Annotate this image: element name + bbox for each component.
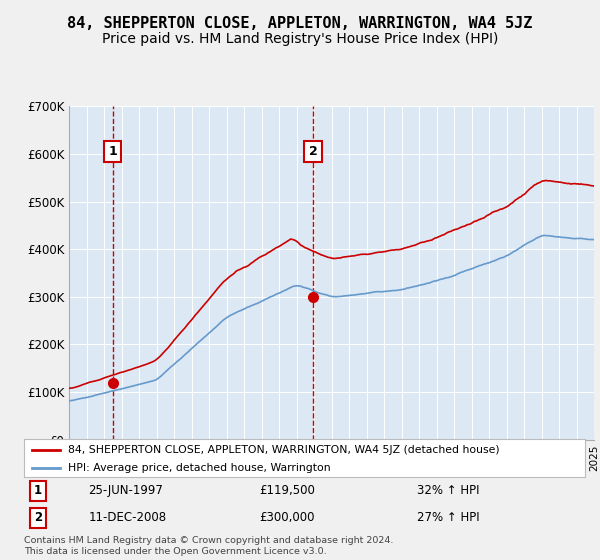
Text: 32% ↑ HPI: 32% ↑ HPI: [416, 484, 479, 497]
Text: 1: 1: [108, 145, 117, 158]
Text: 84, SHEPPERTON CLOSE, APPLETON, WARRINGTON, WA4 5JZ (detached house): 84, SHEPPERTON CLOSE, APPLETON, WARRINGT…: [68, 445, 499, 455]
Text: 84, SHEPPERTON CLOSE, APPLETON, WARRINGTON, WA4 5JZ: 84, SHEPPERTON CLOSE, APPLETON, WARRINGT…: [67, 16, 533, 31]
Text: Price paid vs. HM Land Registry's House Price Index (HPI): Price paid vs. HM Land Registry's House …: [102, 32, 498, 46]
Text: 1: 1: [34, 484, 42, 497]
Text: 2: 2: [309, 145, 317, 158]
Text: Contains HM Land Registry data © Crown copyright and database right 2024.
This d: Contains HM Land Registry data © Crown c…: [24, 536, 394, 556]
Text: HPI: Average price, detached house, Warrington: HPI: Average price, detached house, Warr…: [68, 463, 331, 473]
Text: 27% ↑ HPI: 27% ↑ HPI: [416, 511, 479, 524]
Text: £119,500: £119,500: [260, 484, 316, 497]
Text: 2: 2: [34, 511, 42, 524]
Text: 25-JUN-1997: 25-JUN-1997: [89, 484, 163, 497]
Text: 11-DEC-2008: 11-DEC-2008: [89, 511, 167, 524]
Text: £300,000: £300,000: [260, 511, 315, 524]
